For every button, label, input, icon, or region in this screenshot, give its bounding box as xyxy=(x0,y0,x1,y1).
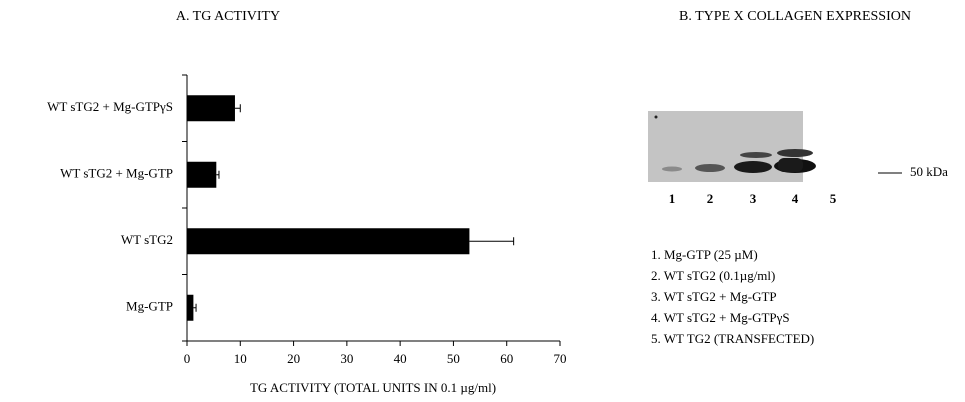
x-tick-label: 10 xyxy=(234,351,247,366)
error-bar xyxy=(469,237,513,245)
bar xyxy=(187,95,235,121)
legend-item: 1. Mg-GTP (25 µM) xyxy=(651,247,758,262)
x-tick-label: 60 xyxy=(500,351,513,366)
lane-label: 2 xyxy=(707,191,714,206)
y-tick-label: WT sTG2 + Mg-GTPγS xyxy=(47,99,173,114)
bar xyxy=(187,228,469,254)
lane-label: 3 xyxy=(750,191,757,206)
y-tick-label: Mg-GTP xyxy=(126,299,173,314)
y-tick-label: WT sTG2 + Mg-GTP xyxy=(60,166,173,181)
x-tick-label: 20 xyxy=(287,351,300,366)
x-axis-label: TG ACTIVITY (TOTAL UNITS IN 0.1 µg/ml) xyxy=(250,380,496,395)
lane-label: 5 xyxy=(830,191,837,206)
blot-image xyxy=(648,111,816,182)
lane-label: 4 xyxy=(792,191,799,206)
x-tick-label: 40 xyxy=(394,351,407,366)
bar xyxy=(187,295,193,321)
blot-title: B. TYPE X COLLAGEN EXPRESSION xyxy=(679,9,911,24)
x-tick-label: 50 xyxy=(447,351,460,366)
error-bar xyxy=(193,304,196,312)
bar xyxy=(187,162,216,188)
marker-label: 50 kDa xyxy=(910,164,948,179)
x-tick-label: 70 xyxy=(554,351,567,366)
chart-title: A. TG ACTIVITY xyxy=(176,9,280,24)
lane-label: 1 xyxy=(669,191,676,206)
error-bar xyxy=(235,104,240,112)
legend-item: 5. WT TG2 (TRANSFECTED) xyxy=(651,331,814,346)
legend-item: 3. WT sTG2 + Mg-GTP xyxy=(651,289,777,304)
x-tick-label: 30 xyxy=(340,351,353,366)
y-tick-label: WT sTG2 xyxy=(121,232,173,247)
figure: A. TG ACTIVITY TG ACTIVITY (TOTAL UNITS … xyxy=(0,0,965,397)
legend-item: 4. WT sTG2 + Mg-GTPγS xyxy=(651,310,790,325)
x-tick-label: 0 xyxy=(184,351,191,366)
legend-item: 2. WT sTG2 (0.1µg/ml) xyxy=(651,268,775,283)
error-bar xyxy=(216,171,219,179)
